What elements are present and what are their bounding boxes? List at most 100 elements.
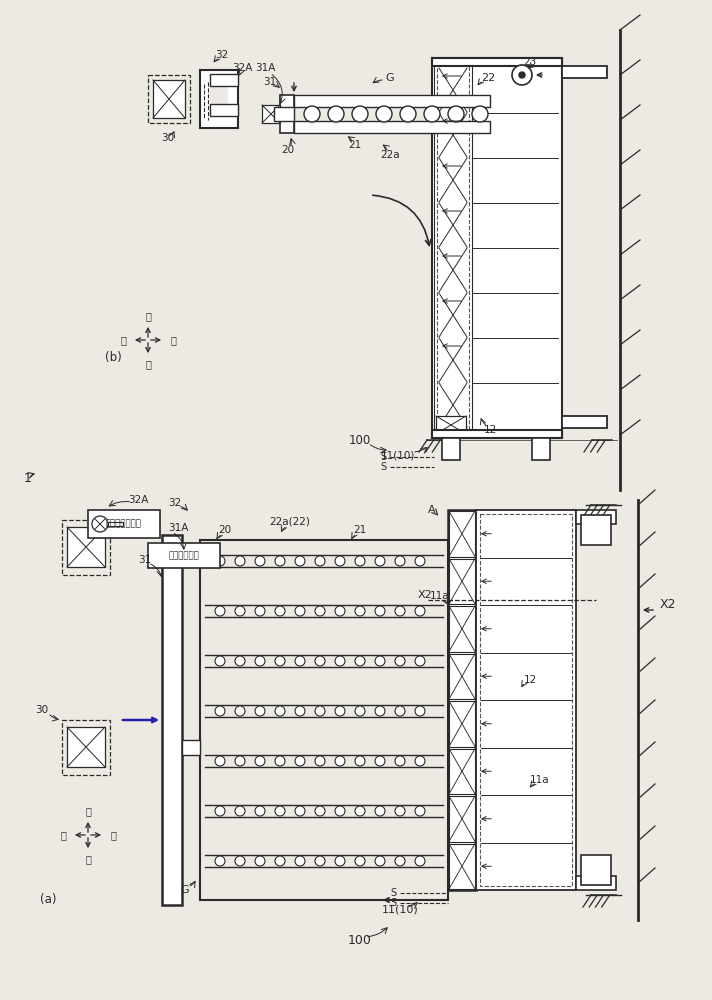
Circle shape (335, 806, 345, 816)
Circle shape (355, 856, 365, 866)
Text: S: S (380, 452, 386, 462)
Text: 32A: 32A (232, 63, 252, 73)
Circle shape (519, 72, 525, 78)
Text: 后: 后 (145, 311, 151, 321)
Circle shape (512, 65, 532, 85)
Circle shape (355, 606, 365, 616)
Circle shape (472, 106, 488, 122)
Text: 32: 32 (168, 498, 182, 508)
Circle shape (215, 806, 225, 816)
Text: 11a: 11a (430, 591, 450, 601)
Text: 1: 1 (24, 472, 32, 485)
Circle shape (255, 556, 265, 566)
Text: G: G (386, 73, 394, 83)
Circle shape (375, 556, 385, 566)
Bar (280, 95, 294, 133)
Text: 22: 22 (481, 73, 495, 83)
Circle shape (275, 706, 285, 716)
Circle shape (424, 106, 440, 122)
Text: 20: 20 (281, 145, 295, 155)
Text: 下方动作位置: 下方动作位置 (169, 552, 199, 560)
Text: 32: 32 (215, 50, 229, 60)
Bar (480, 514, 572, 886)
Circle shape (395, 656, 405, 666)
Circle shape (275, 756, 285, 766)
Circle shape (355, 706, 365, 716)
Bar (437, 63, 469, 433)
Circle shape (275, 856, 285, 866)
Circle shape (415, 806, 425, 816)
Text: (a): (a) (40, 894, 56, 906)
Circle shape (375, 756, 385, 766)
Circle shape (304, 106, 320, 122)
Circle shape (92, 516, 108, 532)
Circle shape (295, 556, 305, 566)
Circle shape (315, 556, 325, 566)
Bar (200, 70, 238, 128)
Circle shape (328, 106, 344, 122)
Text: 右: 右 (110, 830, 116, 840)
Circle shape (355, 756, 365, 766)
Circle shape (275, 556, 285, 566)
Circle shape (335, 706, 345, 716)
Text: 21: 21 (353, 525, 367, 535)
Text: 11(10): 11(10) (381, 450, 415, 460)
Text: 左: 左 (170, 335, 176, 345)
Circle shape (275, 656, 285, 666)
Bar (436, 416, 466, 434)
Bar (432, 430, 562, 438)
Circle shape (355, 806, 365, 816)
Text: 12: 12 (523, 675, 537, 685)
Circle shape (335, 556, 345, 566)
Circle shape (375, 706, 385, 716)
Bar (182, 550, 200, 565)
Bar (210, 74, 238, 86)
Circle shape (355, 656, 365, 666)
Bar (67, 527, 105, 567)
Text: (b): (b) (105, 352, 122, 364)
Bar (442, 438, 460, 460)
Bar (581, 855, 611, 885)
Bar (532, 438, 550, 460)
Circle shape (376, 106, 392, 122)
Circle shape (415, 606, 425, 616)
Text: 31A: 31A (255, 63, 275, 73)
Circle shape (275, 806, 285, 816)
Bar (162, 535, 182, 905)
Text: 21: 21 (348, 140, 362, 150)
Text: 12: 12 (483, 425, 497, 435)
Circle shape (355, 556, 365, 566)
Text: 30: 30 (36, 705, 48, 715)
Bar (432, 58, 562, 438)
Circle shape (315, 656, 325, 666)
Circle shape (352, 106, 368, 122)
Bar (274, 107, 294, 121)
Bar (449, 606, 475, 652)
Bar (108, 522, 123, 526)
Text: 右: 右 (120, 335, 126, 345)
Text: S: S (380, 462, 386, 472)
Bar (182, 740, 200, 755)
Bar (449, 844, 475, 889)
Circle shape (395, 756, 405, 766)
Bar (67, 727, 105, 767)
Circle shape (295, 706, 305, 716)
Circle shape (235, 756, 245, 766)
Circle shape (315, 706, 325, 716)
Circle shape (315, 606, 325, 616)
Circle shape (215, 656, 225, 666)
Text: 31A: 31A (168, 523, 189, 533)
Text: 30: 30 (162, 133, 174, 143)
Circle shape (415, 706, 425, 716)
Text: 20: 20 (219, 525, 231, 535)
Circle shape (335, 606, 345, 616)
Bar (210, 84, 228, 114)
Text: 100: 100 (348, 934, 372, 946)
Circle shape (255, 706, 265, 716)
Text: 31: 31 (138, 555, 152, 565)
Bar (562, 416, 607, 428)
Circle shape (395, 856, 405, 866)
Bar (294, 95, 490, 107)
Text: A: A (428, 505, 436, 515)
Circle shape (235, 856, 245, 866)
